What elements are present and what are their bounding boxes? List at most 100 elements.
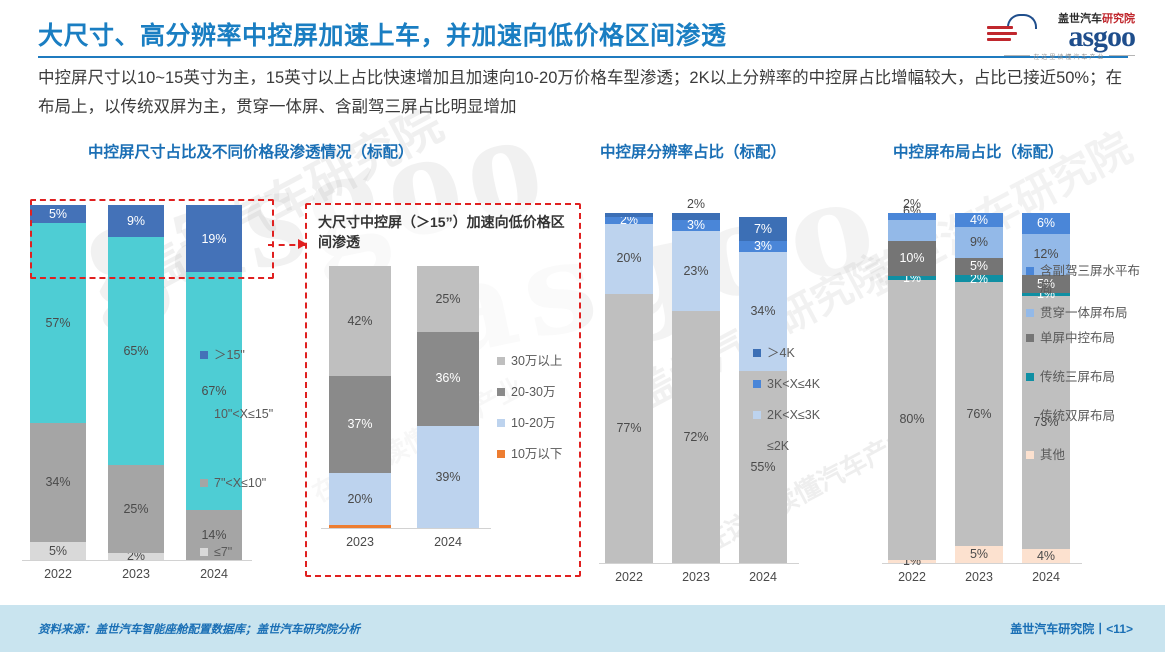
bar-segment[interactable]: 3%: [739, 240, 787, 252]
bar-segment[interactable]: 57%: [30, 222, 86, 423]
legend-item[interactable]: 10"<X≤15": [200, 406, 300, 423]
legend-label: 10万以下: [511, 447, 563, 461]
legend-swatch-icon: [497, 388, 505, 396]
bar-segment[interactable]: 2%: [672, 198, 720, 220]
legend-item[interactable]: 2K<X≤3K: [753, 407, 863, 424]
footer-source-text: 资料来源：盖世汽车智能座舱配置数据库；盖世汽车研究院分析: [38, 624, 360, 636]
segment-value-label: 57%: [45, 315, 71, 330]
bar-2023[interactable]: 5% 76% 2% 5% 9% 4%: [955, 213, 1003, 563]
bar-segment[interactable]: 9%: [108, 204, 164, 237]
bar-segment[interactable]: 4%: [1022, 549, 1070, 563]
bar-segment[interactable]: 20%: [329, 473, 391, 526]
bar-segment[interactable]: 5%: [1022, 275, 1070, 293]
x-axis-line: [321, 528, 491, 529]
bar-2024[interactable]: 39% 36% 25%: [417, 266, 479, 528]
bar-2024[interactable]: 55% 34% 3% 7%: [739, 213, 787, 563]
logo-chinese-text: 盖世汽车研究院: [1058, 10, 1135, 26]
bar-segment[interactable]: 20%: [605, 223, 653, 294]
highlight-callout-box: [30, 199, 274, 279]
bar-segment[interactable]: 5%: [30, 542, 86, 560]
legend-item[interactable]: 10-20万: [497, 415, 587, 432]
bar-segment[interactable]: 5%: [30, 205, 86, 223]
bar-segment[interactable]: 80%: [888, 279, 936, 560]
segment-value-label: 37%: [347, 417, 373, 432]
segment-value-label: 5%: [48, 543, 68, 558]
bar-segment[interactable]: 14%: [186, 510, 242, 560]
legend-item[interactable]: 30万以上: [497, 353, 587, 370]
legend-item[interactable]: 传统双屏布局: [1026, 408, 1146, 425]
legend-label: 30万以上: [511, 354, 563, 368]
bar-segment[interactable]: 7%: [739, 216, 787, 241]
bar-segment[interactable]: 19%: [186, 205, 242, 273]
bar-segment[interactable]: [329, 525, 391, 528]
segment-value-label: 5%: [48, 206, 68, 221]
bar-2023[interactable]: 20% 37% 42%: [329, 266, 391, 528]
legend-label: 传统三屏布局: [1040, 370, 1116, 384]
bar-2022[interactable]: 77% 20% 2%: [605, 213, 653, 563]
bar-segment[interactable]: 2%: [108, 550, 164, 562]
bar-segment[interactable]: 5%: [955, 545, 1003, 563]
legend-item[interactable]: 贯穿一体屏布局: [1026, 305, 1146, 322]
bar-segment[interactable]: 34%: [739, 251, 787, 371]
bar-2023[interactable]: 2% 25% 65% 9%: [108, 204, 164, 562]
bar-segment[interactable]: 25%: [417, 266, 479, 332]
legend-item[interactable]: 含副驾三屏水平布局: [1026, 263, 1146, 297]
bar-segment[interactable]: 39%: [417, 425, 479, 528]
bar-segment[interactable]: 55%: [739, 370, 787, 563]
bar-segment[interactable]: 34%: [30, 422, 86, 543]
bar-segment[interactable]: 5%: [955, 258, 1003, 276]
segment-value-label: 4%: [969, 212, 989, 227]
bar-segment[interactable]: 25%: [108, 465, 164, 553]
segment-value-label: 5%: [969, 259, 989, 274]
legend-item[interactable]: ≤2K: [753, 438, 863, 455]
bar-2022[interactable]: 5% 34% 57% 5%: [30, 205, 86, 560]
legend-item[interactable]: 20-30万: [497, 384, 587, 401]
bar-segment[interactable]: 77%: [605, 293, 653, 563]
bar-segment[interactable]: 67%: [186, 272, 242, 511]
legend-label: ＞15": [214, 348, 245, 362]
bar-segment[interactable]: 10%: [888, 241, 936, 276]
logo-tagline: 在这里读懂汽车产业: [1003, 52, 1135, 61]
legend-swatch-icon: [497, 419, 505, 427]
legend-swatch-icon: [1026, 373, 1034, 381]
x-axis-label: 2024: [749, 570, 777, 584]
bar-2022[interactable]: 1% 80% 1% 10% 6% 2%: [888, 198, 936, 567]
bar-segment[interactable]: 6%: [888, 205, 936, 241]
x-axis-label: 2023: [346, 535, 374, 549]
bar-segment[interactable]: 1%: [888, 555, 936, 567]
legend-item[interactable]: 7"<X≤10": [200, 475, 300, 492]
legend-swatch-icon: [1026, 334, 1034, 342]
bar-segment[interactable]: 72%: [672, 311, 720, 563]
legend-item[interactable]: 3K<X≤4K: [753, 376, 863, 393]
bar-segment[interactable]: 2%: [605, 214, 653, 226]
legend-label: ≤7": [214, 545, 233, 559]
legend-swatch-icon: [200, 410, 208, 418]
bar-segment[interactable]: 9%: [955, 226, 1003, 259]
legend-item[interactable]: 其他: [1026, 447, 1146, 464]
bar-segment[interactable]: 37%: [329, 376, 391, 473]
legend-item[interactable]: 单屏中控布局: [1026, 330, 1146, 347]
bar-segment[interactable]: 23%: [672, 230, 720, 311]
bar-segment[interactable]: 36%: [417, 331, 479, 426]
bar-segment[interactable]: 65%: [108, 236, 164, 466]
bar-segment[interactable]: 6%: [1022, 213, 1070, 234]
legend-item[interactable]: 传统三屏布局: [1026, 369, 1146, 386]
callout-arrow-line: [268, 244, 306, 246]
bar-segment[interactable]: 4%: [955, 213, 1003, 227]
legend-item[interactable]: 10万以下: [497, 446, 587, 463]
bar-segment[interactable]: 2%: [888, 198, 936, 220]
chart-legend: ＞15" 10"<X≤15" 7"<X≤10" ≤7": [200, 347, 300, 561]
bar-segment[interactable]: 42%: [329, 266, 391, 377]
bar-segment[interactable]: [605, 213, 653, 217]
bar-segment[interactable]: 76%: [955, 282, 1003, 546]
x-axis-label: 2022: [615, 570, 643, 584]
legend-swatch-icon: [1026, 267, 1034, 275]
legend-item[interactable]: ≤7": [200, 544, 300, 561]
bar-segment[interactable]: 1%: [888, 271, 936, 284]
legend-item[interactable]: ＞4K: [753, 345, 863, 362]
bar-segment[interactable]: 2%: [955, 273, 1003, 285]
legend-item[interactable]: ＞15": [200, 347, 300, 364]
bar-2024[interactable]: 14% 67% 19%: [186, 205, 242, 560]
bar-2023[interactable]: 72% 23% 3% 2%: [672, 198, 720, 563]
bar-segment[interactable]: 3%: [672, 219, 720, 231]
